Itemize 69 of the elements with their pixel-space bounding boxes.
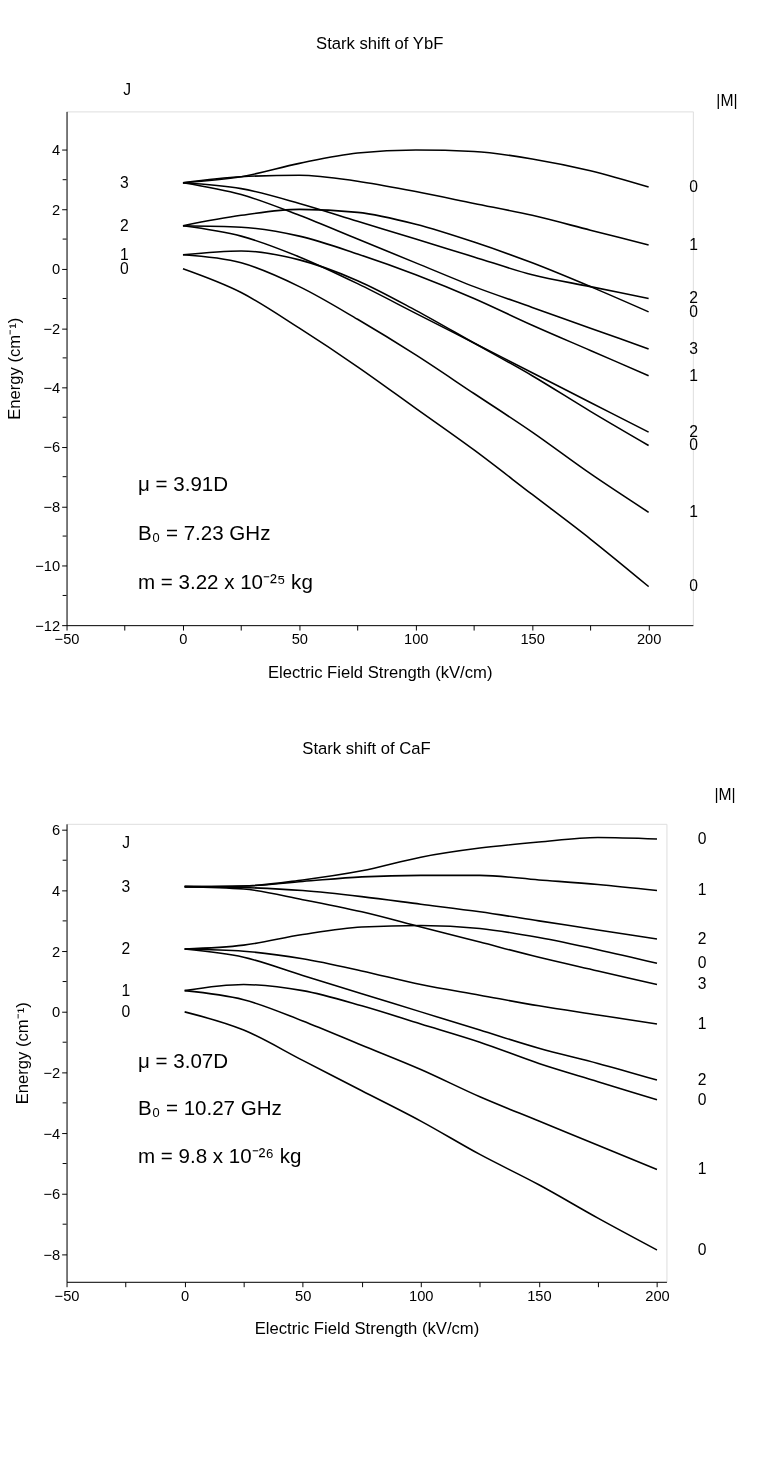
annotation: m = 9.8 x 10⁻²⁶ kg xyxy=(137,1144,302,1168)
annotation: 1 xyxy=(689,235,698,253)
text: J xyxy=(123,80,132,98)
x-tick-label: −50 xyxy=(54,1287,80,1304)
annotation: 0 xyxy=(689,178,699,196)
annotation: 0 xyxy=(689,436,699,454)
x-tick-label: 200 xyxy=(636,631,662,648)
text: 2 xyxy=(697,929,707,947)
y-tick-label: 2 xyxy=(52,943,61,960)
x-tick-label: 50 xyxy=(291,631,309,648)
x-axis-title: Electric Field Strength (kV/cm) xyxy=(267,662,493,682)
annotation: 0 xyxy=(121,1002,131,1020)
y-tick-label: −6 xyxy=(43,1186,61,1203)
y-tick-label: 6 xyxy=(52,822,61,839)
text: 0 xyxy=(697,1240,707,1258)
y-tick-label: −4 xyxy=(43,379,61,396)
y-tick-label: 4 xyxy=(52,142,61,159)
y-tick-label: −2 xyxy=(43,320,61,337)
y-axis-title: Energy (cm⁻¹) xyxy=(4,317,24,420)
annotation: μ = 3.07D xyxy=(137,1048,229,1072)
y-tick-label: 0 xyxy=(52,1004,61,1021)
text: |M| xyxy=(714,786,736,804)
y-tick-label: 4 xyxy=(52,882,61,899)
x-tick-label: 0 xyxy=(179,631,188,648)
y-tick-label: 0 xyxy=(52,261,61,278)
x-tick-label: 200 xyxy=(645,1287,670,1304)
x-tick-label: 50 xyxy=(295,1287,312,1304)
text: 3 xyxy=(697,975,707,993)
y-tick-label: −6 xyxy=(43,439,61,456)
annotation: 1 xyxy=(689,503,698,521)
annotation: 3 xyxy=(119,173,129,191)
text: 1 xyxy=(697,1160,707,1178)
annotation: J xyxy=(122,834,131,852)
annotation: 3 xyxy=(121,877,131,895)
x-tick-label: 150 xyxy=(527,1287,552,1304)
annotation: 2 xyxy=(119,216,129,234)
y-tick-label: −2 xyxy=(43,1064,61,1081)
y-tick-label: 2 xyxy=(52,201,61,218)
annotation: 0 xyxy=(689,577,699,595)
annotation: B₀ = 7.23 GHz xyxy=(137,521,271,545)
x-tick-label: −50 xyxy=(54,631,80,648)
y-tick-label: −8 xyxy=(43,1246,61,1263)
y-tick-label: −4 xyxy=(43,1125,61,1142)
y-tick-label: −12 xyxy=(35,617,61,634)
annotation: 1 xyxy=(689,366,698,384)
text: |M| xyxy=(716,92,738,110)
y-tick-label: −10 xyxy=(35,558,61,575)
y-tick-label: −8 xyxy=(43,498,61,515)
text: 1 xyxy=(697,1014,707,1032)
text: 0 xyxy=(697,1090,707,1108)
text: 0 xyxy=(697,829,707,847)
text: 0 xyxy=(697,954,707,972)
text: 2 xyxy=(697,1071,707,1089)
annotation: 2 xyxy=(121,939,131,957)
annotation: 1 xyxy=(121,981,131,999)
text: 1 xyxy=(697,881,707,899)
annotation: B₀ = 10.27 GHz xyxy=(137,1096,282,1120)
annotation: μ = 3.91D xyxy=(137,472,229,496)
y-axis-title: Energy (cm⁻¹) xyxy=(12,1002,32,1105)
annotation: 3 xyxy=(689,339,699,357)
x-tick-label: 150 xyxy=(520,631,545,648)
x-axis-title: Electric Field Strength (kV/cm) xyxy=(254,1319,480,1339)
annotation: m = 3.22 x 10⁻²⁵ kg xyxy=(137,569,313,593)
x-tick-label: 0 xyxy=(181,1287,190,1304)
chart-title: Stark shift of YbF xyxy=(316,33,444,53)
annotation: 0 xyxy=(689,302,699,320)
chart-title: Stark shift of CaF xyxy=(302,739,431,759)
x-tick-label: 100 xyxy=(404,631,429,648)
x-tick-label: 100 xyxy=(409,1287,434,1304)
